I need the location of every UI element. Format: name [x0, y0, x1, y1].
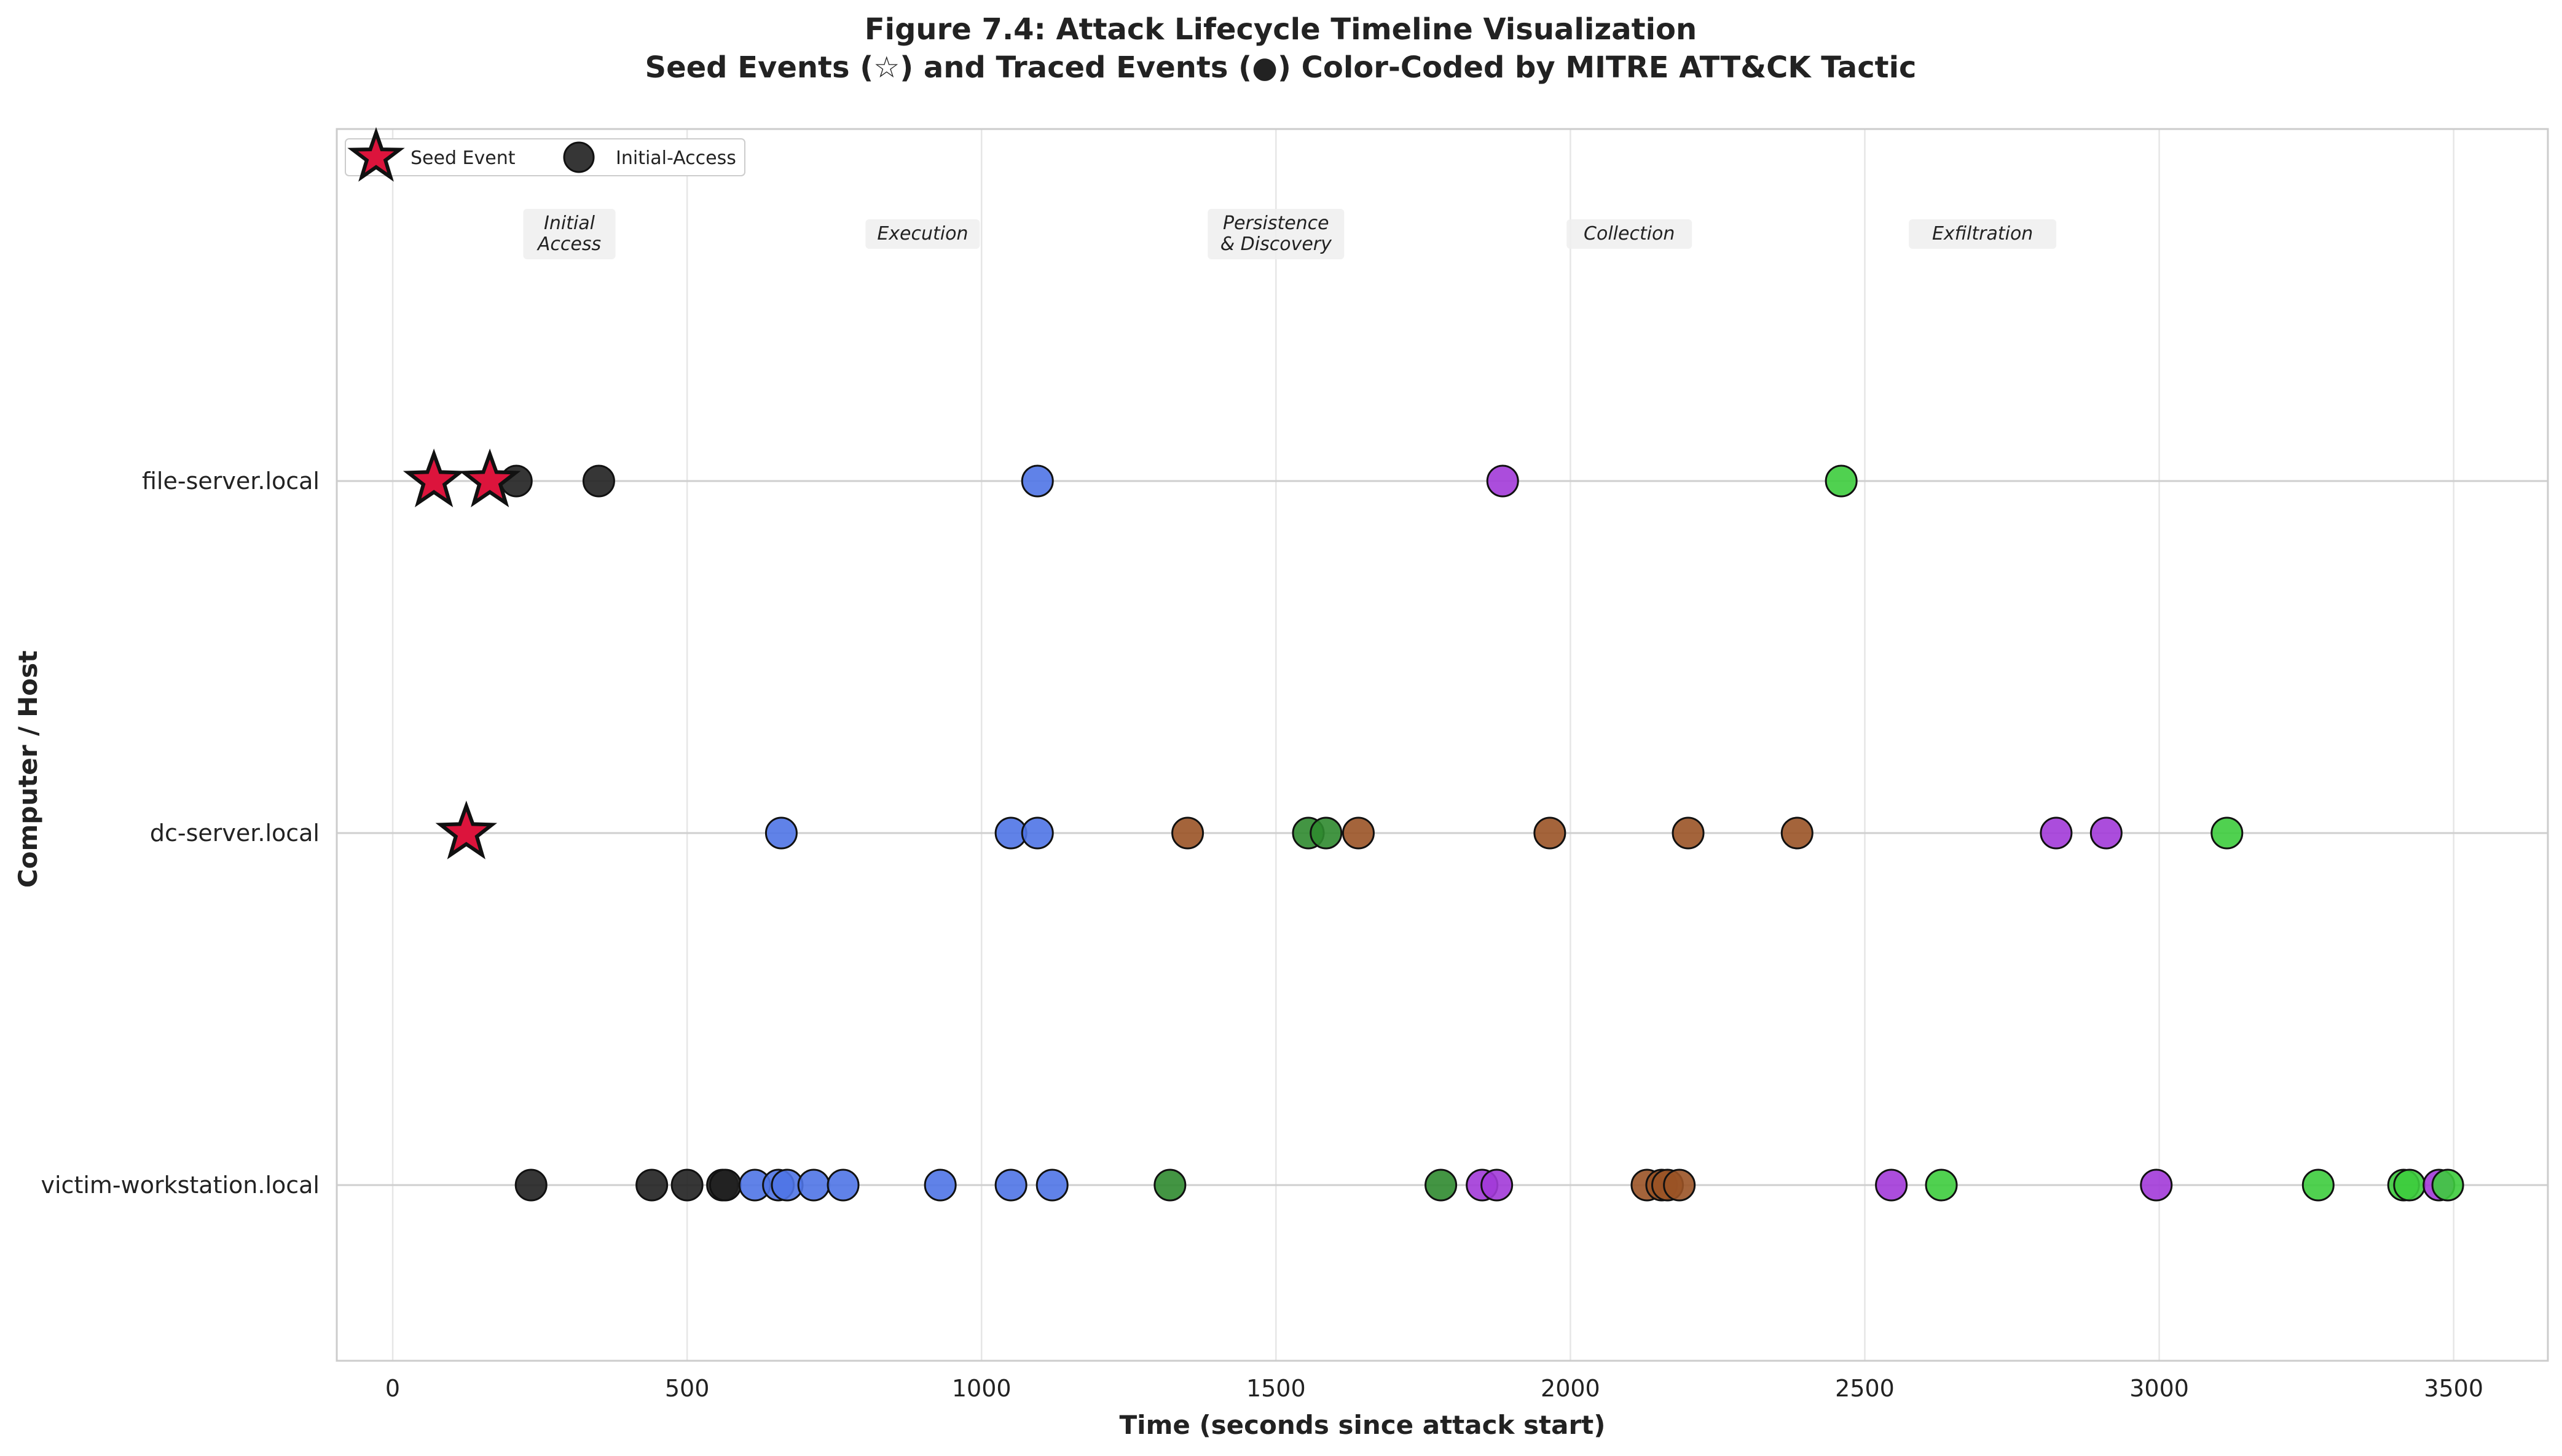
- legend-box: [345, 138, 745, 176]
- traced-event-point: [1533, 816, 1566, 850]
- plot-area: 0 500 1000 1500 2000 2500 3000 3500 victim-works…: [41, 127, 2549, 1402]
- phase-annotation-label: Access: [536, 233, 601, 255]
- traced-event-point: [764, 816, 798, 850]
- seed-event-marker: [458, 448, 521, 507]
- traced-event-point: [2140, 1168, 2173, 1202]
- y-axis-label: Computer / Host: [13, 651, 43, 888]
- phase-annotation-box: [1208, 209, 1345, 259]
- traced-event-point: [994, 1168, 1028, 1202]
- legend-label: Initial-Access: [616, 147, 736, 169]
- traced-event-point: [1672, 816, 1705, 850]
- traced-event-point: [1021, 464, 1054, 498]
- traced-event-point: [582, 464, 615, 498]
- phase-annotation-label: Initial: [544, 213, 595, 234]
- traced-event-point: [827, 1168, 860, 1202]
- traced-event-point: [924, 1168, 957, 1202]
- traced-event-point: [2431, 1168, 2464, 1202]
- phase-annotation-box: [1566, 219, 1692, 249]
- legend-initial-access-marker: [563, 141, 595, 173]
- traced-event-point: [1480, 1168, 1514, 1202]
- phase-annotation-label: Execution: [877, 223, 968, 245]
- traced-event-point: [709, 1168, 742, 1202]
- y-tick-label: file-server.local: [142, 468, 320, 495]
- traced-event-point: [797, 1168, 830, 1202]
- traced-event-point: [1486, 464, 1519, 498]
- legend-seed-marker: [347, 127, 405, 182]
- traced-event-point: [1171, 816, 1204, 850]
- traced-event-point: [2089, 816, 2123, 850]
- traced-event-point: [2393, 1168, 2426, 1202]
- phase-annotation-label: Collection: [1584, 223, 1675, 245]
- traced-event-point: [514, 1168, 548, 1202]
- x-tick-label: 1500: [1246, 1375, 1306, 1402]
- traced-event-point: [670, 1168, 704, 1202]
- traced-event-point: [2210, 816, 2244, 850]
- phase-annotation-label: Persistence: [1223, 213, 1329, 234]
- traced-event-point: [1342, 816, 1375, 850]
- traced-event-point: [1424, 1168, 1458, 1202]
- plot-frame: [336, 128, 2549, 1362]
- x-tick-label: 500: [665, 1375, 710, 1402]
- x-tick-label: 3500: [2424, 1375, 2483, 1402]
- traced-event-point: [1825, 464, 1858, 498]
- chart-title-line2: Seed Events (☆) and Traced Events (●) Co…: [645, 50, 1917, 85]
- chart-title-line1: Figure 7.4: Attack Lifecycle Timeline Vi…: [865, 12, 1697, 47]
- y-tick-label: victim-workstation.local: [41, 1172, 320, 1199]
- phase-annotation-box: [865, 219, 980, 249]
- traced-event-point: [1925, 1168, 1958, 1202]
- traced-event-point: [635, 1168, 669, 1202]
- legend-label: Seed Event: [411, 147, 516, 169]
- traced-event-point: [2301, 1168, 2335, 1202]
- x-tick-label: 2500: [1835, 1375, 1895, 1402]
- x-tick-label: 1000: [952, 1375, 1012, 1402]
- traced-event-point: [1875, 1168, 1908, 1202]
- seed-event-marker: [403, 448, 465, 507]
- traced-event-point: [2040, 816, 2073, 850]
- x-tick-label: 3000: [2129, 1375, 2189, 1402]
- phase-annotation-box: [1909, 219, 2057, 249]
- x-tick-label: 2000: [1541, 1375, 1600, 1402]
- traced-event-point: [1035, 1168, 1069, 1202]
- x-tick-label: 0: [385, 1375, 400, 1402]
- plot-background: [337, 129, 2548, 1361]
- x-axis-label: Time (seconds since attack start): [1120, 1410, 1606, 1440]
- phase-annotation-box: [523, 209, 616, 259]
- traced-event-point: [1153, 1168, 1187, 1202]
- traced-event-point: [1663, 1168, 1696, 1202]
- phase-annotation-label: & Discovery: [1220, 233, 1332, 255]
- traced-event-point: [1780, 816, 1813, 850]
- seed-event-marker: [435, 800, 498, 859]
- y-tick-label: dc-server.local: [150, 820, 320, 847]
- traced-event-point: [1310, 816, 1343, 850]
- traced-event-point: [1021, 816, 1054, 850]
- phase-annotation-label: Exfiltration: [1932, 223, 2033, 245]
